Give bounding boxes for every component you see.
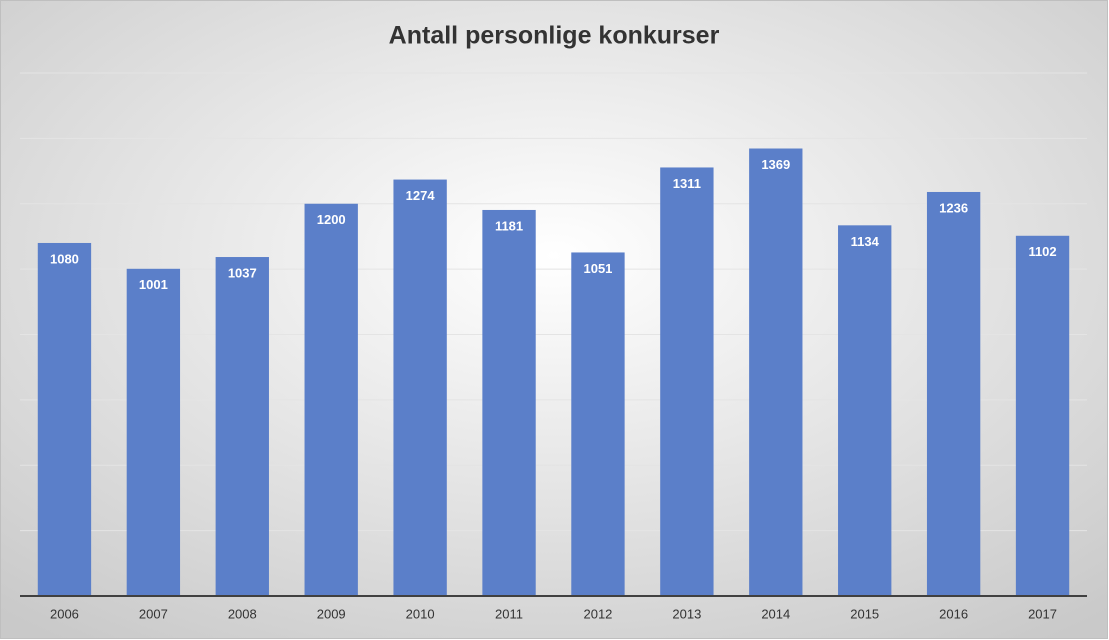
data-label: 1001: [139, 277, 168, 292]
data-label: 1200: [317, 212, 346, 227]
data-label: 1236: [939, 200, 968, 215]
data-label: 1369: [761, 157, 790, 172]
bar: [749, 148, 803, 596]
data-label: 1134: [851, 234, 880, 249]
bar: [926, 191, 981, 597]
x-tick-label: 2009: [317, 606, 346, 621]
bar: [571, 252, 625, 596]
bar: [215, 257, 269, 596]
x-tick-label: 2012: [583, 606, 612, 621]
x-tick-label: 2015: [850, 606, 879, 621]
bar: [126, 268, 181, 596]
bar: [838, 225, 892, 597]
x-tick-label: 2007: [139, 606, 168, 621]
x-tick-label: 2010: [406, 606, 435, 621]
x-tick-label: 2011: [495, 606, 523, 621]
data-label: 1274: [406, 188, 436, 203]
x-tick-label: 2017: [1028, 606, 1057, 621]
chart-title: Antall personlige konkurser: [389, 22, 720, 50]
x-tick-label: 2008: [228, 606, 257, 621]
x-tick-label: 2006: [50, 606, 79, 621]
data-label: 1102: [1028, 244, 1056, 259]
bar: [37, 242, 92, 596]
bar: [393, 179, 447, 596]
data-label: 1051: [583, 261, 612, 276]
data-label: 1181: [495, 218, 523, 233]
x-tick-label: 2014: [761, 606, 790, 621]
x-tick-label: 2013: [672, 606, 701, 621]
data-label: 1080: [50, 251, 79, 266]
x-tick-label: 2016: [939, 606, 968, 621]
bar: [304, 203, 358, 596]
bar: [482, 209, 536, 596]
bar: [1015, 235, 1070, 596]
data-label: 1037: [228, 265, 257, 280]
data-label: 1311: [673, 176, 701, 191]
bar: [660, 167, 714, 597]
